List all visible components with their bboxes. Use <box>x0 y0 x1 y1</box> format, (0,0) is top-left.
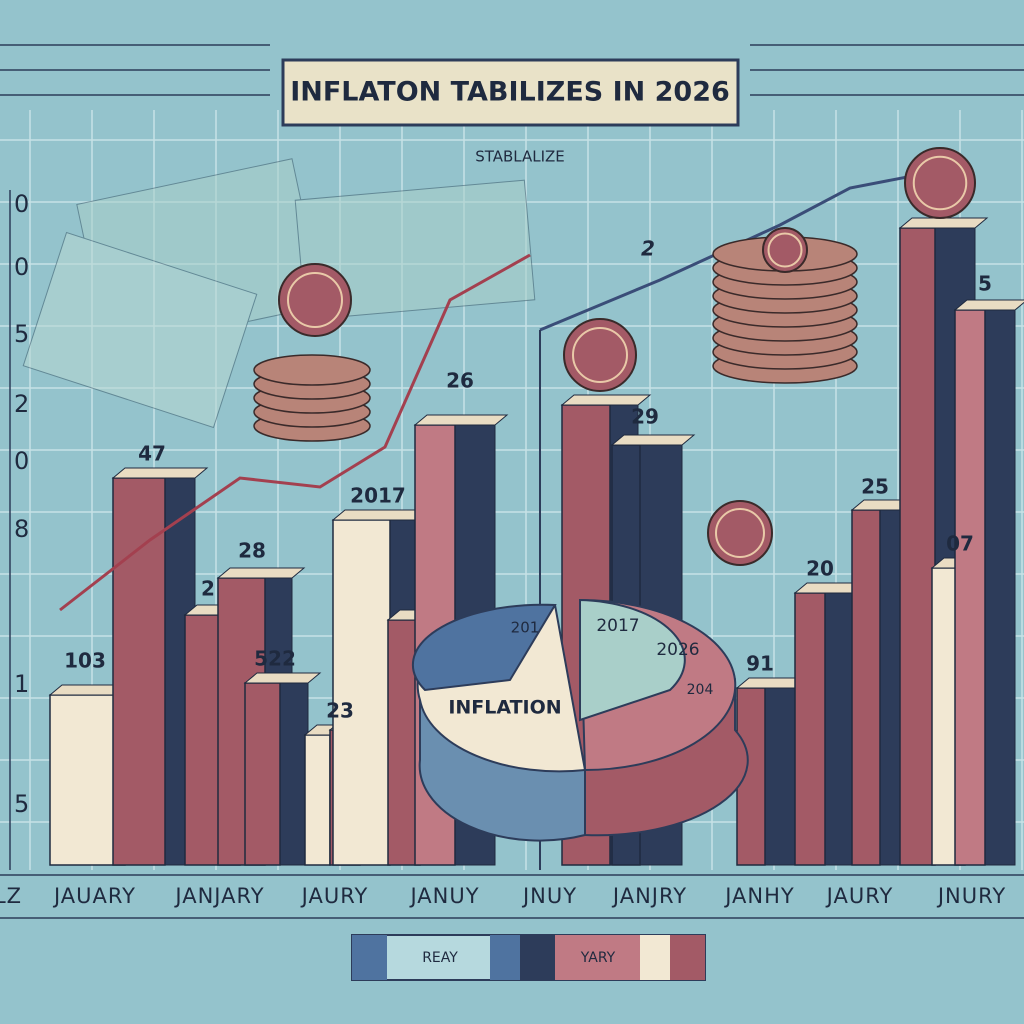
bar-top <box>560 394 652 406</box>
bar <box>244 682 281 866</box>
trend-line <box>539 163 971 332</box>
y-label: 8 <box>14 515 29 543</box>
bar-top <box>111 467 209 479</box>
bar-label: 29 <box>631 405 659 429</box>
bar-top <box>413 414 509 426</box>
coin-rim <box>715 508 765 558</box>
title-box <box>281 58 740 127</box>
bar-label: 5 <box>978 272 992 296</box>
legend-swatch <box>490 935 520 980</box>
bar-label: 26 <box>446 369 474 393</box>
bar-top <box>610 434 696 446</box>
bar-top <box>953 299 1024 311</box>
bar-label: 07 <box>946 532 974 556</box>
pie-label: 2026 <box>656 640 699 660</box>
legend-swatch <box>670 935 705 980</box>
legend-swatch <box>555 935 640 980</box>
bar <box>304 734 331 866</box>
bar-label: 103 <box>64 649 106 673</box>
coin-rim <box>767 232 803 268</box>
bar-top <box>331 509 429 521</box>
bar-top <box>898 217 989 229</box>
bar <box>794 592 826 866</box>
x-label: JNUY <box>521 884 577 908</box>
y-label: 5 <box>14 790 29 818</box>
coin-face <box>762 227 808 273</box>
coin-rim <box>912 155 968 211</box>
trend-line <box>59 253 531 612</box>
x-label: JNURY <box>936 884 1006 908</box>
bar-label: 23 <box>326 699 354 723</box>
x-label: JAURY <box>825 884 894 908</box>
legend-swatch <box>640 935 670 980</box>
coin-rim <box>287 272 343 328</box>
legend-label: YARY <box>580 950 616 966</box>
coin-label: 2 <box>641 237 655 261</box>
pie: INFLATION 201 2017 2026 204 <box>411 598 749 842</box>
bar <box>851 509 881 866</box>
x-label: JANJRY <box>611 884 687 908</box>
title: INFLATON TABILIZES IN 2026 <box>290 77 730 108</box>
coin-face <box>563 318 637 392</box>
x-label: JAUARY <box>52 884 136 908</box>
bar-label: 2 <box>201 577 215 601</box>
y-label: 0 <box>14 447 29 475</box>
x-label: JANHY <box>723 884 795 908</box>
legend-swatch <box>520 935 555 980</box>
legend: REAY YARY <box>351 934 706 981</box>
bar-label: 91 <box>746 652 774 676</box>
coins <box>253 147 976 566</box>
pie-slice <box>411 603 557 692</box>
bar-label: 20 <box>806 557 834 581</box>
pie-slice <box>579 598 686 722</box>
legend-label: REAY <box>422 950 458 966</box>
bar-side <box>279 682 309 866</box>
bar-side <box>764 687 796 866</box>
bar <box>332 519 391 866</box>
bar-top <box>216 567 306 579</box>
bar-label: 28 <box>238 539 266 563</box>
y-label: 0 <box>14 190 29 218</box>
x-label: JANJARY <box>173 884 264 908</box>
labels: 00520815LZJAUARYJANJARYJAURYJANUYJNUYJAN… <box>0 190 1006 908</box>
coin-rim <box>572 327 628 383</box>
banknote <box>22 231 258 429</box>
bar <box>954 309 986 866</box>
bar-label: 47 <box>138 442 166 466</box>
pie-center-label: INFLATION <box>448 697 561 719</box>
y-label: 5 <box>14 320 29 348</box>
rules <box>0 44 1024 919</box>
y-label: 0 <box>14 253 29 281</box>
x-label: LZ <box>0 884 22 908</box>
coin <box>253 354 371 386</box>
banknotes <box>22 158 536 429</box>
legend-swatch <box>352 935 387 980</box>
bar-label: 2017 <box>350 484 406 508</box>
bar-label: 25 <box>861 475 889 499</box>
coin-face <box>904 147 976 219</box>
pie-label: 2017 <box>596 616 639 636</box>
x-label: JAURY <box>300 884 369 908</box>
x-label: JANUY <box>408 884 479 908</box>
bar-side <box>984 309 1016 866</box>
bar <box>112 477 166 866</box>
pie-label: 201 <box>511 619 540 637</box>
y-label: 1 <box>14 670 29 698</box>
bar-label: 522 <box>254 647 296 671</box>
y-label: 2 <box>14 390 29 418</box>
pie-label: 204 <box>687 682 714 698</box>
coin-face <box>278 263 352 337</box>
bar-side <box>824 592 853 866</box>
coin-face <box>707 500 773 566</box>
bar <box>899 227 936 866</box>
subtitle: STABLALIZE <box>475 148 565 166</box>
bar-top <box>243 672 322 684</box>
